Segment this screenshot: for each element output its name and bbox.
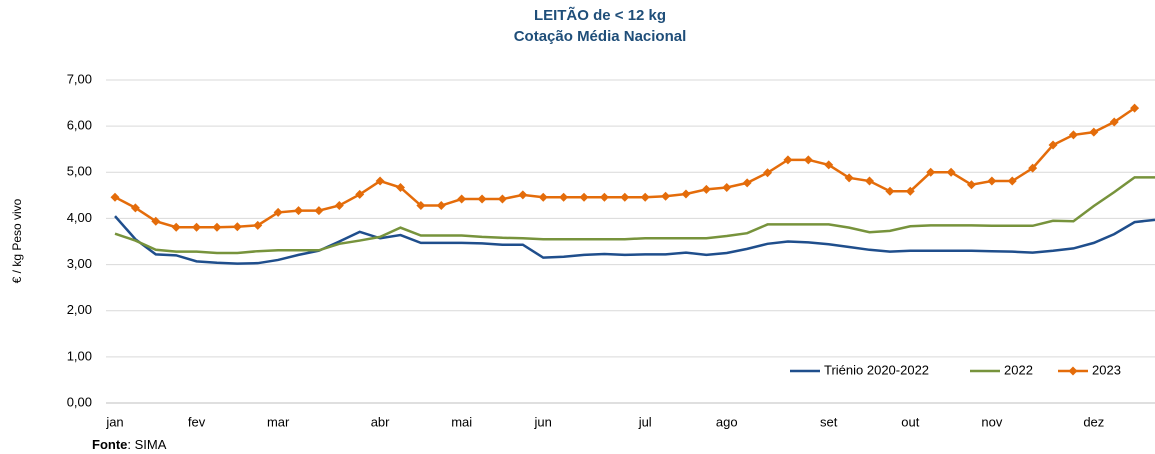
marker bbox=[640, 192, 650, 202]
marker bbox=[803, 155, 813, 165]
marker bbox=[1109, 117, 1119, 127]
marker bbox=[273, 207, 283, 217]
legend-label: 2023 bbox=[1092, 362, 1121, 377]
series-line bbox=[114, 176, 1155, 255]
marker bbox=[701, 184, 711, 194]
marker bbox=[314, 206, 324, 216]
marker bbox=[457, 194, 467, 204]
marker bbox=[130, 203, 140, 213]
marker bbox=[212, 222, 222, 232]
marker bbox=[763, 168, 773, 178]
marker bbox=[395, 183, 405, 193]
x-tick-label: jun bbox=[534, 414, 552, 429]
marker bbox=[559, 192, 569, 202]
marker bbox=[722, 183, 732, 193]
legend-label: Triénio 2020-2022 bbox=[824, 362, 929, 377]
marker bbox=[844, 173, 854, 183]
marker bbox=[1007, 176, 1017, 186]
x-tick-label: mai bbox=[451, 414, 472, 429]
marker bbox=[110, 192, 120, 202]
x-tick-label: ago bbox=[716, 414, 738, 429]
marker bbox=[946, 167, 956, 177]
marker bbox=[1028, 163, 1038, 173]
marker bbox=[192, 222, 202, 232]
x-tick-label: jan bbox=[105, 414, 123, 429]
source: Fonte: SIMA bbox=[92, 437, 167, 452]
marker bbox=[1068, 130, 1078, 140]
legend-item: Triénio 2020-2022 bbox=[790, 362, 929, 377]
marker bbox=[232, 222, 242, 232]
marker bbox=[294, 206, 304, 216]
marker bbox=[253, 220, 263, 230]
x-tick-label: fev bbox=[188, 414, 206, 429]
marker bbox=[355, 189, 365, 199]
y-tick-label: 0,00 bbox=[67, 394, 92, 409]
series-line bbox=[114, 215, 1155, 265]
marker bbox=[865, 176, 875, 186]
x-tick-label: nov bbox=[981, 414, 1002, 429]
marker bbox=[375, 176, 385, 186]
x-tick-label: abr bbox=[371, 414, 390, 429]
marker bbox=[497, 194, 507, 204]
marker bbox=[599, 192, 609, 202]
marker bbox=[742, 178, 752, 188]
x-tick-label: mar bbox=[267, 414, 290, 429]
marker bbox=[151, 216, 161, 226]
marker bbox=[966, 180, 976, 190]
marker bbox=[538, 192, 548, 202]
y-tick-label: 4,00 bbox=[67, 210, 92, 225]
y-tick-label: 6,00 bbox=[67, 118, 92, 133]
marker bbox=[1089, 127, 1099, 137]
marker bbox=[518, 190, 528, 200]
marker bbox=[926, 167, 936, 177]
marker bbox=[1130, 103, 1140, 113]
y-axis-label: € / kg Peso vivo bbox=[10, 198, 24, 283]
chart-title: LEITÃO de < 12 kg bbox=[534, 6, 666, 24]
y-tick-label: 3,00 bbox=[67, 256, 92, 271]
marker bbox=[905, 186, 915, 196]
marker bbox=[416, 201, 426, 211]
marker bbox=[334, 201, 344, 211]
marker bbox=[987, 176, 997, 186]
marker bbox=[171, 222, 181, 232]
x-tick-label: out bbox=[901, 414, 919, 429]
marker bbox=[681, 189, 691, 199]
x-tick-label: dez bbox=[1083, 414, 1104, 429]
source-label: Fonte bbox=[92, 437, 127, 452]
marker bbox=[477, 194, 487, 204]
y-tick-label: 1,00 bbox=[67, 348, 92, 363]
x-tick-label: set bbox=[820, 414, 838, 429]
legend-item: 2023 bbox=[1058, 362, 1121, 377]
marker bbox=[885, 186, 895, 196]
y-tick-label: 5,00 bbox=[67, 164, 92, 179]
legend-label: 2022 bbox=[1004, 362, 1033, 377]
marker bbox=[783, 155, 793, 165]
marker bbox=[1048, 140, 1058, 150]
marker bbox=[436, 201, 446, 211]
legend-marker bbox=[1068, 366, 1078, 376]
chart-subtitle: Cotação Média Nacional bbox=[514, 28, 687, 45]
y-tick-label: 7,00 bbox=[67, 71, 92, 86]
marker bbox=[661, 191, 671, 201]
legend-item: 2022 bbox=[970, 362, 1033, 377]
y-tick-label: 2,00 bbox=[67, 302, 92, 317]
marker bbox=[620, 192, 630, 202]
marker bbox=[579, 192, 589, 202]
x-tick-label: jul bbox=[638, 414, 652, 429]
source-text: : SIMA bbox=[127, 437, 166, 452]
marker bbox=[824, 160, 834, 170]
